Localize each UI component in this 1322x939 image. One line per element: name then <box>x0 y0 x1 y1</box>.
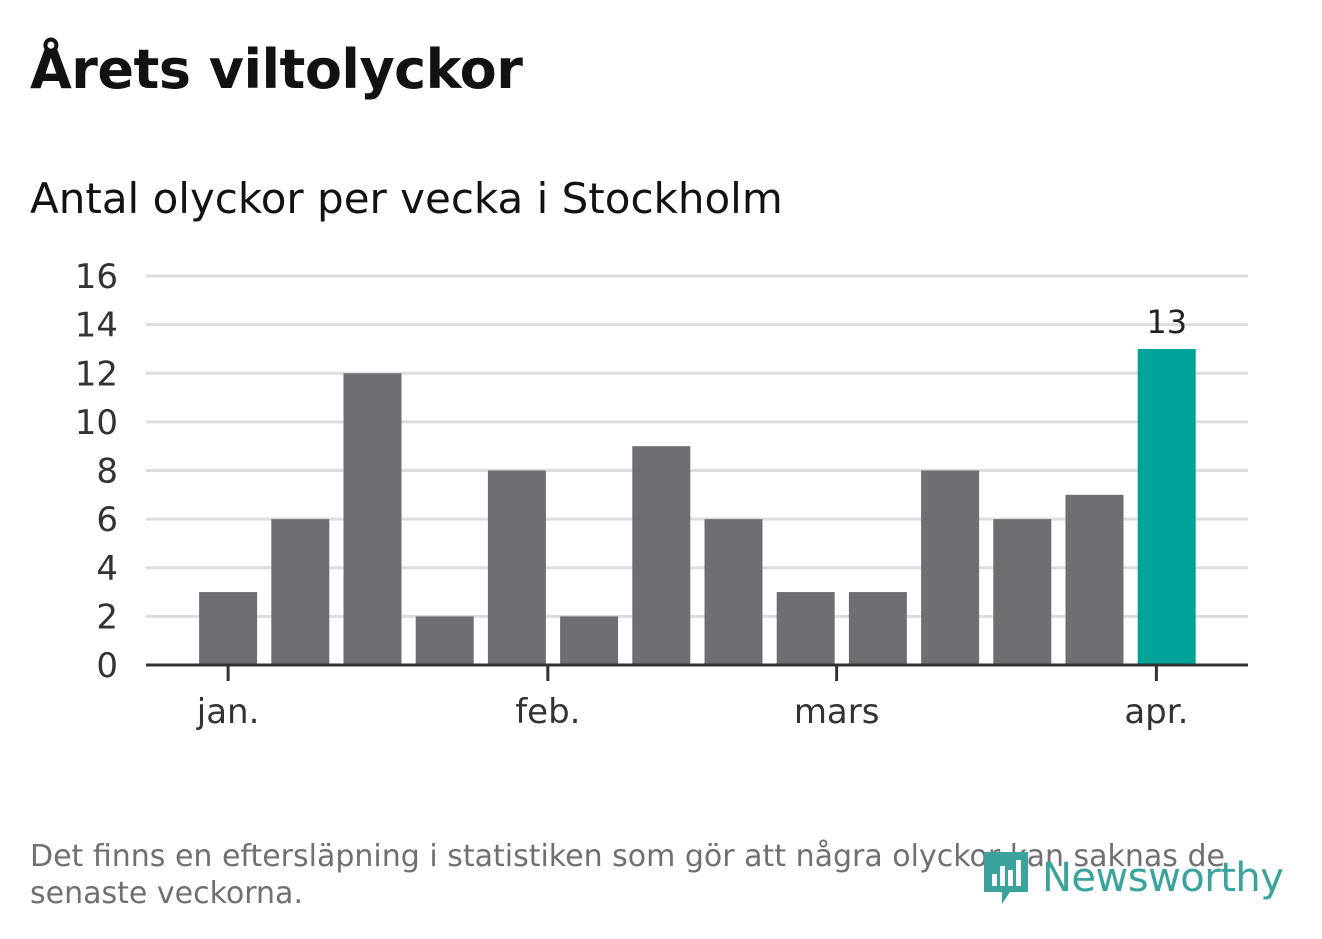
bar <box>776 592 835 665</box>
bar <box>1065 494 1124 665</box>
y-tick-label: 10 <box>75 403 118 443</box>
y-tick-label: 12 <box>75 354 118 394</box>
bar <box>271 519 330 665</box>
x-tick-label: apr. <box>1124 692 1188 732</box>
y-tick-label: 4 <box>96 549 118 589</box>
y-tick-label: 0 <box>96 646 118 686</box>
x-tick-label: jan. <box>196 692 260 732</box>
brand-name: Newsworthy <box>1042 855 1284 901</box>
y-tick-label: 8 <box>96 452 118 492</box>
bar-chart: 0 2 4 6 8 10 12 14 16 13 jan. feb. mars apr. <box>75 257 1248 732</box>
bar <box>848 592 907 665</box>
bar <box>199 592 258 665</box>
y-tick-label: 14 <box>75 306 118 346</box>
bar-highlight <box>1137 348 1196 665</box>
y-tick-label: 16 <box>75 257 118 297</box>
bar <box>415 616 474 665</box>
chart-subtitle: Antal olyckor per vecka i Stockholm <box>30 174 783 223</box>
y-tick-label: 6 <box>96 500 118 540</box>
data-label: 13 <box>1146 303 1187 341</box>
bar <box>632 446 691 665</box>
bar <box>704 519 763 665</box>
bar <box>560 616 619 665</box>
bar <box>487 470 546 665</box>
y-tick-label: 2 <box>96 597 118 637</box>
newsworthy-logo-icon <box>984 852 1028 904</box>
x-tick-label: feb. <box>515 692 580 732</box>
chart-title: Årets viltolyckor <box>30 38 523 101</box>
bar <box>343 373 402 665</box>
bar <box>993 519 1052 665</box>
brand[interactable]: Newsworthy <box>980 848 1284 908</box>
bar <box>921 470 980 665</box>
x-tick-label: mars <box>794 692 880 732</box>
